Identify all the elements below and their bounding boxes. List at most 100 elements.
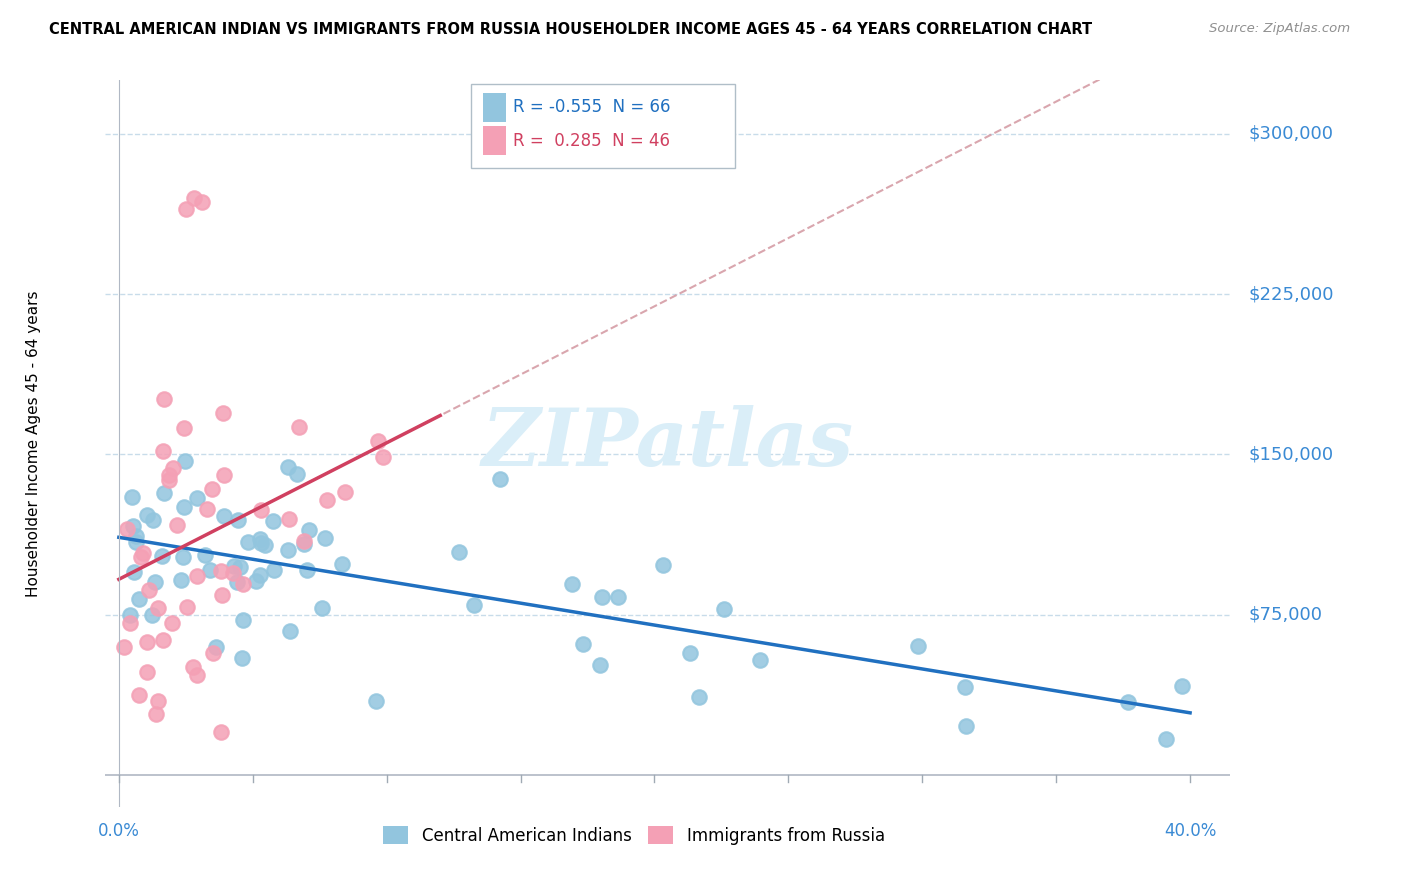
Point xyxy=(117,523,139,537)
Point xyxy=(263,563,285,577)
Point xyxy=(292,537,315,551)
Point xyxy=(314,531,336,545)
Legend: Central American Indians, Immigrants from Russia: Central American Indians, Immigrants fro… xyxy=(377,820,891,851)
Point xyxy=(212,509,235,524)
Point xyxy=(143,574,166,589)
Point xyxy=(463,599,485,613)
Point xyxy=(204,640,226,655)
Point xyxy=(201,482,224,496)
Text: 40.0%: 40.0% xyxy=(1164,822,1216,840)
Point xyxy=(679,646,702,660)
Point xyxy=(209,564,232,578)
Point xyxy=(366,694,388,708)
Point xyxy=(262,514,284,528)
Point xyxy=(591,590,613,604)
Point xyxy=(121,490,143,504)
Point xyxy=(136,635,159,649)
Point xyxy=(278,512,301,526)
Point xyxy=(122,565,145,579)
Point xyxy=(138,582,160,597)
Point xyxy=(253,538,276,552)
Point xyxy=(295,564,318,578)
Point xyxy=(292,534,315,549)
Point xyxy=(176,600,198,615)
Point xyxy=(955,719,977,733)
Point xyxy=(226,513,249,527)
Point xyxy=(447,545,470,559)
Text: R = -0.555  N = 66: R = -0.555 N = 66 xyxy=(513,98,671,116)
Point xyxy=(571,637,593,651)
Point xyxy=(186,668,208,682)
Point xyxy=(332,558,354,572)
Point xyxy=(145,706,167,721)
Text: 0.0%: 0.0% xyxy=(98,822,139,840)
FancyBboxPatch shape xyxy=(484,93,506,121)
Point xyxy=(153,392,176,407)
Text: $225,000: $225,000 xyxy=(1249,285,1334,303)
Point xyxy=(250,536,273,550)
Text: $150,000: $150,000 xyxy=(1249,445,1334,464)
Text: R =  0.285  N = 46: R = 0.285 N = 46 xyxy=(513,132,669,150)
Point xyxy=(157,467,180,482)
Point xyxy=(249,532,271,546)
Point xyxy=(191,195,214,210)
Point xyxy=(298,524,321,538)
Point xyxy=(749,653,772,667)
Point xyxy=(152,633,174,648)
Point xyxy=(907,639,929,653)
Point xyxy=(229,560,252,574)
Point xyxy=(166,517,188,532)
Point xyxy=(651,558,673,573)
Text: ZIPatlas: ZIPatlas xyxy=(482,405,853,483)
Point xyxy=(688,690,710,704)
Point xyxy=(173,500,195,515)
Point xyxy=(588,658,610,673)
Point xyxy=(129,549,152,564)
Point xyxy=(135,508,157,522)
Point xyxy=(232,613,254,627)
Point xyxy=(136,665,159,679)
Point xyxy=(222,566,245,581)
Point xyxy=(148,694,170,708)
Point xyxy=(1154,731,1177,746)
Point xyxy=(141,608,163,623)
Point xyxy=(212,467,235,482)
Point xyxy=(489,472,512,486)
Point xyxy=(231,650,253,665)
Point xyxy=(953,680,976,694)
Point xyxy=(157,473,180,487)
Point xyxy=(152,485,174,500)
Point xyxy=(250,503,273,517)
Point xyxy=(212,406,235,420)
Point xyxy=(148,601,170,615)
Point xyxy=(1116,695,1139,709)
Point xyxy=(128,591,150,606)
Point xyxy=(278,624,301,639)
Point xyxy=(198,563,221,577)
Text: Householder Income Ages 45 - 64 years: Householder Income Ages 45 - 64 years xyxy=(25,291,41,597)
Point xyxy=(277,542,299,557)
Point xyxy=(277,460,299,475)
Point xyxy=(183,191,205,205)
FancyBboxPatch shape xyxy=(471,84,735,168)
Point xyxy=(173,421,195,435)
Point xyxy=(122,519,145,533)
Point xyxy=(371,450,394,464)
Point xyxy=(333,485,356,500)
Point xyxy=(181,660,204,674)
Point xyxy=(211,588,233,602)
Point xyxy=(1170,679,1192,693)
Point xyxy=(142,513,165,527)
Point xyxy=(125,528,148,542)
Point xyxy=(112,640,135,655)
Text: CENTRAL AMERICAN INDIAN VS IMMIGRANTS FROM RUSSIA HOUSEHOLDER INCOME AGES 45 - 6: CENTRAL AMERICAN INDIAN VS IMMIGRANTS FR… xyxy=(49,22,1092,37)
Point xyxy=(162,616,184,631)
Text: $75,000: $75,000 xyxy=(1249,606,1323,624)
Point xyxy=(162,461,184,475)
Point xyxy=(118,607,141,622)
Point xyxy=(222,559,245,574)
Point xyxy=(194,548,217,562)
Point xyxy=(311,600,333,615)
Point xyxy=(172,550,194,565)
Point xyxy=(316,492,339,507)
